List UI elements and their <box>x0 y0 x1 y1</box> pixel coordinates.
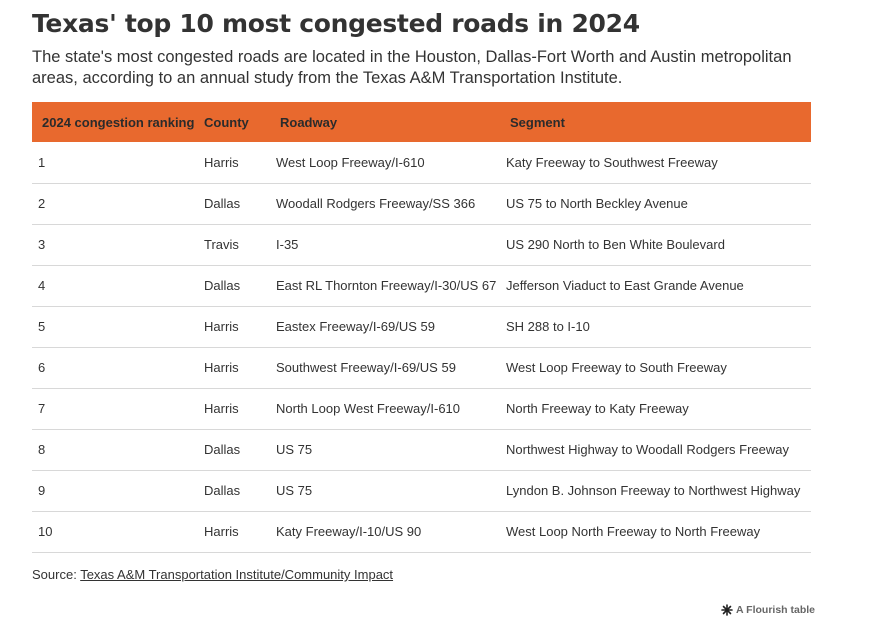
header-roadway[interactable]: Roadway <box>280 114 338 130</box>
cell-roadway: West Loop Freeway/I-610 <box>276 154 425 170</box>
cell-roadway: East RL Thornton Freeway/I-30/US 67 <box>276 278 497 293</box>
header-ranking[interactable]: 2024 congestion ranking <box>42 114 195 130</box>
cell-ranking: 10 <box>38 524 53 539</box>
cell-segment: US 290 North to Ben White Boulevard <box>506 237 725 252</box>
cell-county: Dallas <box>204 442 241 457</box>
page-title: Texas' top 10 most congested roads in 20… <box>32 9 640 38</box>
flourish-logo-icon <box>721 604 733 616</box>
cell-segment: West Loop Freeway to South Freeway <box>506 360 727 375</box>
cell-ranking: 9 <box>38 483 46 498</box>
header-segment[interactable]: Segment <box>510 114 565 130</box>
cell-ranking: 8 <box>38 442 46 457</box>
table-row: 9 Dallas US 75 Lyndon B. Johnson Freeway to… <box>32 470 811 511</box>
table-row: 3 Travis I-35 US 290 North to Ben White Bou… <box>32 224 811 265</box>
table-row: 10 Harris Katy Freeway/I-10/US 90 West Loop… <box>32 511 811 552</box>
table-row: 8 Dallas US 75 Northwest Highway to Woodall… <box>32 429 811 470</box>
cell-county: Dallas <box>204 278 241 293</box>
cell-segment: US 75 to North Beckley Avenue <box>506 196 688 211</box>
source-note: Source: Texas A&M Transportation Institu… <box>32 567 393 582</box>
table-header: 2024 congestion ranking County Roadway S… <box>32 102 811 142</box>
cell-roadway: North Loop West Freeway/I-610 <box>276 401 461 416</box>
table-row: 6 Harris Southwest Freeway/I-69/US 59 West … <box>32 347 811 388</box>
congestion-table: 2024 congestion ranking County Roadway S… <box>32 102 811 553</box>
cell-roadway: US 75 <box>276 483 313 498</box>
cell-ranking: 2 <box>38 196 46 211</box>
table-row: 5 Harris Eastex Freeway/I-69/US 59 SH 288 t… <box>32 306 811 347</box>
table-body: 1 Harris West Loop Freeway/I-610 Katy Freew… <box>32 142 811 552</box>
cell-roadway: Eastex Freeway/I-69/US 59 <box>276 319 435 334</box>
cell-roadway: Woodall Rodgers Freeway/SS 366 <box>276 196 476 211</box>
cell-segment: SH 288 to I-10 <box>506 319 590 334</box>
cell-ranking: 6 <box>38 360 46 375</box>
cell-roadway: Southwest Freeway/I-69/US 59 <box>276 360 456 375</box>
cell-segment: North Freeway to Katy Freeway <box>506 401 689 416</box>
cell-roadway: US 75 <box>276 442 313 457</box>
flourish-credit[interactable]: A Flourish table <box>721 604 815 616</box>
cell-county: Harris <box>204 319 239 334</box>
cell-county: Dallas <box>204 483 241 498</box>
cell-segment: Katy Freeway to Southwest Freeway <box>506 154 718 170</box>
table-row: 4 Dallas East RL Thornton Freeway/I-30/US … <box>32 265 811 306</box>
cell-county: Harris <box>204 360 239 375</box>
cell-segment: Lyndon B. Johnson Freeway to Northwest H… <box>506 483 801 498</box>
cell-ranking: 4 <box>38 278 46 293</box>
cell-ranking: 5 <box>38 319 46 334</box>
cell-ranking: 1 <box>38 154 46 170</box>
table-row: 7 Harris North Loop West Freeway/I-610 Nort… <box>32 388 811 429</box>
cell-roadway: I-35 <box>276 237 299 252</box>
cell-segment: Jefferson Viaduct to East Grande Avenue <box>506 278 744 293</box>
cell-county: Harris <box>204 524 239 539</box>
cell-county: Travis <box>204 237 239 252</box>
cell-county: Harris <box>204 401 239 416</box>
cell-county: Harris <box>204 154 239 170</box>
source-link[interactable]: Texas A&M Transportation Institute/Commu… <box>80 567 394 582</box>
cell-segment: West Loop North Freeway to North Freeway <box>506 524 761 539</box>
header-county[interactable]: County <box>204 114 249 130</box>
cell-ranking: 7 <box>38 401 46 416</box>
table-header-row: 2024 congestion ranking County Roadway S… <box>32 102 811 142</box>
header-block: Texas' top 10 most congested roads in 20… <box>32 8 812 89</box>
cell-segment: Northwest Highway to Woodall Rodgers Fre… <box>506 442 789 457</box>
table-row: 2 Dallas Woodall Rodgers Freeway/SS 366 US … <box>32 183 811 224</box>
flourish-credit-text: A Flourish table <box>736 604 815 616</box>
page-subtitle: The state's most congested roads are loc… <box>32 48 792 87</box>
cell-roadway: Katy Freeway/I-10/US 90 <box>276 524 422 539</box>
cell-ranking: 3 <box>38 237 46 252</box>
source-label: Source: <box>32 567 81 582</box>
cell-county: Dallas <box>204 196 241 211</box>
table-row: 1 Harris West Loop Freeway/I-610 Katy Freew… <box>32 142 811 183</box>
